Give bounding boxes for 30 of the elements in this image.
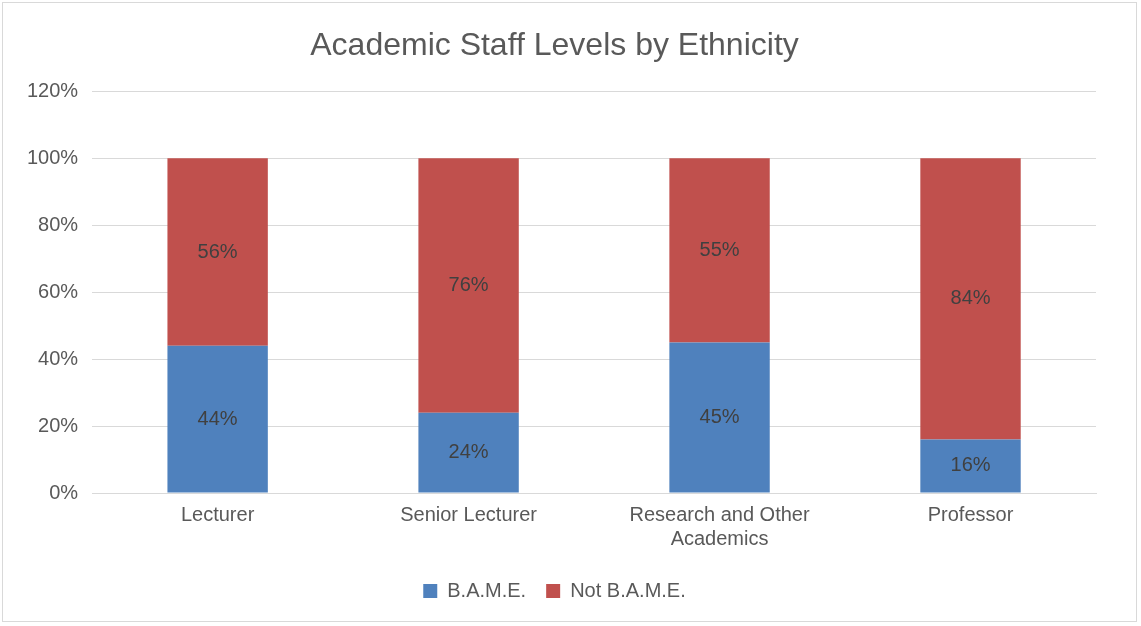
bar <box>418 412 519 493</box>
y-tick-label: 80% <box>38 212 79 235</box>
y-tick-label: 100% <box>27 145 79 168</box>
bar <box>669 342 770 493</box>
x-tick-label: Lecturer <box>180 502 255 525</box>
data-label: 16% <box>950 453 991 476</box>
bar <box>920 439 1021 493</box>
legend-label: Not B.A.M.E. <box>570 578 686 601</box>
y-tick-label: 20% <box>38 413 79 436</box>
data-label: 45% <box>699 404 740 427</box>
y-tick-label: 0% <box>49 480 79 503</box>
legend-label: B.A.M.E. <box>447 578 527 601</box>
data-label: 76% <box>448 273 489 296</box>
y-tick-label: 120% <box>27 78 79 101</box>
data-label: 56% <box>197 239 238 262</box>
x-tick-label: Professor <box>927 502 1014 525</box>
chart-title: Academic Staff Levels by Ethnicity <box>310 26 799 63</box>
bar <box>418 158 519 413</box>
y-tick-label: 60% <box>38 279 79 302</box>
data-label: 44% <box>197 406 238 429</box>
bar <box>669 158 770 343</box>
data-label: 55% <box>699 237 740 260</box>
y-tick-label: 40% <box>38 346 79 369</box>
x-tick-label: Research and Other Academics <box>629 502 810 549</box>
bar <box>167 158 268 346</box>
data-label: 84% <box>950 286 991 309</box>
bar <box>167 345 268 493</box>
data-label: 24% <box>448 440 489 463</box>
bar <box>920 158 1021 440</box>
x-tick-label: Senior Lecturer <box>400 502 538 525</box>
